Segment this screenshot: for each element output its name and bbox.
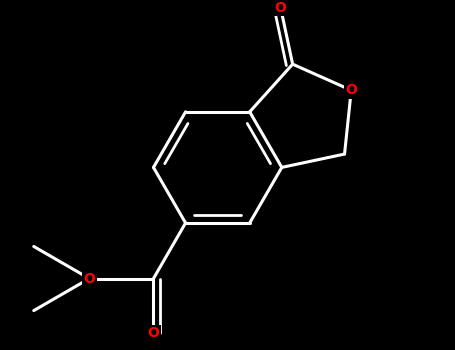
Text: O: O	[147, 326, 159, 340]
Text: O: O	[275, 1, 287, 15]
Text: O: O	[83, 272, 95, 286]
Text: O: O	[345, 83, 357, 97]
